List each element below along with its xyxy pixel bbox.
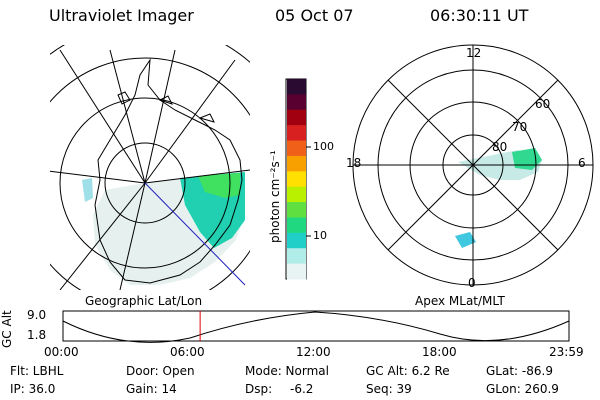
mlt-label-0: 0: [468, 276, 476, 290]
antarctica-coastline: [94, 58, 243, 284]
colorbar-unit: photon cm⁻²s⁻¹: [268, 150, 282, 243]
time-tick-0000: 00:00: [44, 345, 79, 359]
colorbar-segment: [287, 248, 306, 265]
time-tick-0600: 06:00: [170, 345, 205, 359]
terminator-line: [144, 182, 246, 286]
meridians: [50, 49, 250, 290]
time-tick-1200: 12:00: [296, 345, 331, 359]
colorbar-segment: [287, 263, 306, 280]
colorbar-label-100: 100: [313, 140, 334, 153]
glat-info: GLat: -86.9: [486, 364, 553, 378]
apex-caption: Apex MLat/MLT: [415, 294, 505, 308]
time-tick-2359: 23:59: [549, 345, 584, 359]
seq-info: Seq: 39: [366, 382, 412, 396]
geographic-caption: Geographic Lat/Lon: [85, 294, 203, 308]
colorbar-segment: [287, 171, 306, 188]
colorbar-segment: [287, 217, 306, 234]
colorbar-segment: [287, 79, 306, 95]
colorbar-segment: [287, 202, 306, 218]
time-tick-1800: 18:00: [422, 345, 457, 359]
alt-tick-9: 9.0: [27, 308, 47, 322]
ip-info: IP: 36.0: [10, 382, 56, 396]
door-info: Door: Open: [126, 364, 195, 378]
time-label: 06:30:11 UT: [430, 6, 529, 25]
glon-info: GLon: 260.9: [486, 382, 559, 396]
colorbar-label-10: 10: [313, 229, 327, 242]
mlt-label-6: 6: [578, 156, 586, 170]
colorbar: [285, 78, 311, 280]
filter-info: Flt: LBHL: [10, 364, 64, 378]
emission-spot: [82, 178, 93, 202]
colorbar-segment: [287, 94, 306, 111]
lat-label-80: 80: [492, 140, 508, 154]
alt-tick-1-8: 1.8: [27, 328, 47, 342]
colorbar-segment: [287, 232, 306, 249]
mlt-label-12: 12: [466, 46, 482, 60]
island-coastlines: [117, 91, 215, 123]
mlt-label-18: 18: [346, 156, 362, 170]
instrument-title: Ultraviolet Imager: [49, 6, 194, 25]
dsp-label: Dsp:: [245, 382, 273, 396]
altitude-strip: [62, 310, 570, 343]
gain-info: Gain: 14: [126, 382, 177, 396]
colorbar-segment: [287, 109, 306, 126]
polar-dial: [352, 44, 594, 286]
dsp-value: -6.2: [290, 382, 314, 396]
date-label: 05 Oct 07: [275, 6, 354, 25]
gc-alt-axis-label: GC Alt: [0, 310, 14, 348]
colorbar-segment: [287, 155, 306, 172]
colorbar-segment: [287, 140, 306, 157]
gc-alt-info: GC Alt: 6.2 Re: [366, 364, 450, 378]
lat-label-70: 70: [512, 120, 528, 134]
altitude-curve: [62, 311, 570, 343]
lat-label-60: 60: [535, 97, 551, 111]
polar-emission-spot: [455, 232, 476, 248]
mode-info: Mode: Normal: [245, 364, 329, 378]
colorbar-segment: [287, 186, 306, 203]
colorbar-segment: [287, 125, 306, 142]
latitude-circles: [50, 45, 250, 290]
